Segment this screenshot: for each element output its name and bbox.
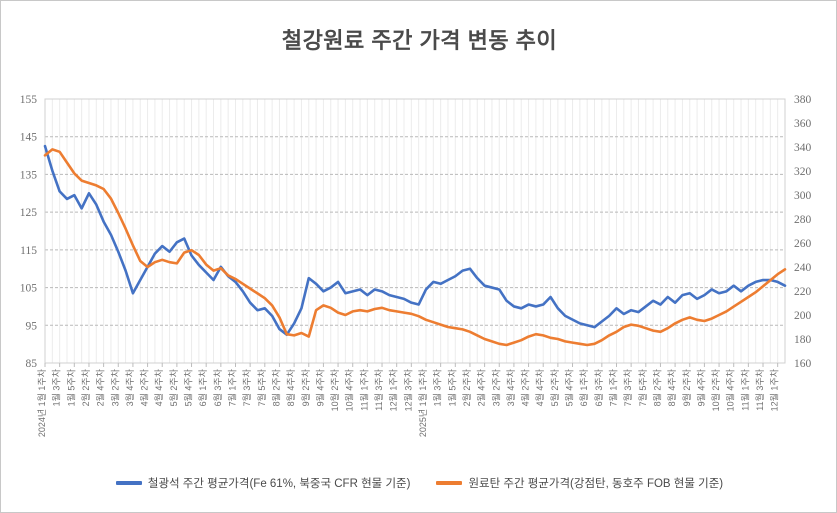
legend-label: 원료탄 주간 평균가격(강점탄, 동호주 FOB 현물 기준)	[468, 478, 724, 490]
x-axis-tick-label: 4월 4주차	[153, 368, 164, 406]
y-axis-left-tick: 85	[26, 358, 38, 370]
x-axis-tick-label: 8월 4주차	[285, 368, 296, 406]
chart-legend: 철광석 주간 평균가격(Fe 61%, 북중국 CFR 현물 기준) 원료탄 주간…	[1, 475, 836, 491]
x-axis-tick-label: 3월 2주차	[109, 368, 120, 406]
x-axis-tick-label: 11월 3주차	[373, 368, 384, 410]
x-axis-tick-label: 12월 3주차	[402, 368, 413, 411]
legend-color-swatch	[436, 481, 463, 485]
x-axis-tick-label: 5월 2주차	[549, 368, 560, 406]
x-axis-tick-label: 3월 4주차	[124, 368, 135, 406]
y-axis-left-tick: 145	[20, 132, 38, 144]
x-axis-tick-label: 2025년 1월 1주차	[417, 368, 428, 437]
x-axis-tick-label: 6월 3주차	[212, 368, 223, 406]
x-axis-tick-label: 7월 5주차	[256, 368, 267, 406]
y-axis-right-tick: 300	[794, 190, 812, 202]
y-axis-right-tick: 160	[794, 358, 812, 370]
x-axis-tick-label: 11월 1주차	[358, 368, 369, 410]
y-axis-right-tick: 260	[794, 238, 812, 250]
x-axis-tick-label: 4월 2주차	[520, 368, 531, 406]
x-axis-tick-label: 5월 2주차	[168, 368, 179, 406]
legend-entry-2[interactable]: 원료탄 주간 평균가격(강점탄, 동호주 FOB 현물 기준)	[436, 475, 723, 491]
x-axis-tick-label: 1월 3주차	[432, 368, 443, 406]
x-axis-tick-label: 9월 2주차	[300, 368, 311, 406]
x-axis-tick-label: 1월 3주차	[51, 368, 62, 406]
legend-entry-1[interactable]: 철광석 주간 평균가격(Fe 61%, 북중국 CFR 현물 기준)	[115, 475, 411, 491]
x-axis-tick-label: 1월 5주차	[65, 368, 76, 406]
x-axis-tick-label: 5월 4주차	[564, 368, 575, 406]
x-axis-tick-label: 3월 4주차	[505, 368, 516, 406]
x-axis-tick-label: 12월 1주차	[769, 368, 780, 411]
y-axis-left-tick: 155	[20, 94, 38, 106]
x-axis-tick-label: 2월 4주차	[95, 368, 106, 406]
x-axis-tick-label: 8월 2주차	[270, 368, 281, 406]
x-axis-tick-label: 10월 4주차	[725, 368, 736, 411]
series-line-1	[43, 144, 787, 337]
x-axis-tick-label: 6월 1주차	[578, 368, 589, 406]
x-axis-tick-label: 7월 3주차	[241, 368, 252, 406]
x-axis-tick-label: 9월 4주차	[695, 368, 706, 406]
x-axis-tick-label: 1월 5주차	[446, 368, 457, 406]
x-axis-tick-label: 4월 2주차	[139, 368, 150, 406]
x-axis-tick-label: 6월 3주차	[593, 368, 604, 406]
legend-label: 철광석 주간 평균가격(Fe 61%, 북중국 CFR 현물 기준)	[147, 478, 411, 490]
plot-border	[44, 98, 786, 364]
x-axis-tick-label: 6월 1주차	[197, 368, 208, 406]
x-axis-tick-label: 9월 4주차	[314, 368, 325, 406]
x-axis-tick-label: 11월 1주차	[739, 368, 750, 410]
x-axis-tick-label: 7월 1주차	[226, 368, 237, 406]
y-axis-right-tick: 240	[794, 262, 812, 274]
y-axis-right-tick: 340	[794, 142, 812, 154]
y-axis-right-tick: 360	[794, 118, 812, 130]
x-axis-tick-label: 8월 2주차	[651, 368, 662, 406]
y-axis-left-tick: 115	[20, 245, 37, 257]
legend-color-swatch	[115, 481, 142, 485]
series-line-2	[43, 148, 787, 347]
x-axis-tick-label: 2024년 1월 1주차	[36, 368, 47, 437]
chart-title: 철강원료 주간 가격 변동 추이	[281, 28, 558, 53]
x-axis-tick-label: 4월 4주차	[534, 368, 545, 406]
y-axis-left-tick: 95	[26, 320, 38, 332]
x-axis-tick-label: 2월 2주차	[80, 368, 91, 406]
x-axis-tick-label: 10월 4주차	[344, 368, 355, 411]
x-axis-tick-label: 12월 1주차	[388, 368, 399, 411]
y-axis-left-tick: 125	[20, 207, 38, 219]
y-axis-left-tick: 135	[20, 169, 38, 181]
y-axis-left-tick: 105	[20, 283, 38, 295]
y-axis-right-tick: 200	[794, 310, 812, 322]
x-axis-tick-label: 2월 4주차	[476, 368, 487, 406]
y-axis-right-tick: 380	[794, 94, 812, 106]
y-axis-right-tick: 280	[794, 214, 812, 226]
x-axis-tick-label: 7월 3주차	[622, 368, 633, 406]
y-axis-right-tick: 180	[794, 334, 812, 346]
x-axis-tick-label: 10월 2주차	[710, 368, 721, 411]
x-axis-tick-label: 9월 2주차	[681, 368, 692, 406]
x-axis-tick-label: 7월 5주차	[637, 368, 648, 406]
x-axis-tick-label: 8월 4주차	[666, 368, 677, 406]
x-axis-tick-label: 10월 2주차	[329, 368, 340, 411]
y-axis-right-tick: 320	[794, 166, 812, 178]
x-axis-tick-label: 3월 2주차	[490, 368, 501, 406]
x-axis-tick-label: 7월 1주차	[607, 368, 618, 406]
x-axis-tick-label: 11월 3주차	[754, 368, 765, 410]
x-axis-tick-label: 2월 2주차	[461, 368, 472, 406]
x-axis-tick-label: 5월 4주차	[183, 368, 194, 406]
y-axis-right-tick: 220	[794, 286, 812, 298]
